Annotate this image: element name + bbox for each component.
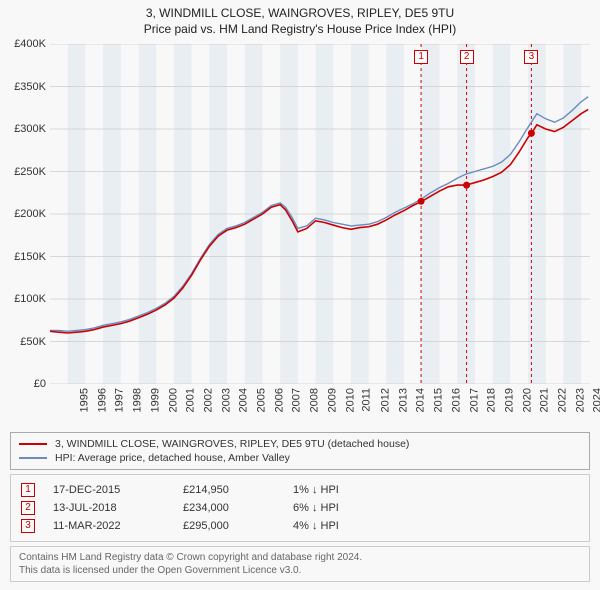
sale-date: 13-JUL-2018: [53, 502, 183, 514]
y-tick-label: £0: [2, 378, 46, 390]
x-tick-label: 2005: [256, 388, 268, 412]
sale-num-box: 1: [21, 483, 35, 497]
x-tick-label: 2002: [202, 388, 214, 412]
footer-line-2: This data is licensed under the Open Gov…: [19, 564, 581, 577]
sale-price: £295,000: [183, 520, 293, 532]
sale-pct: 4% ↓ HPI: [293, 520, 339, 532]
chart-title-2: Price paid vs. HM Land Registry's House …: [0, 20, 600, 36]
x-tick-label: 2024: [592, 388, 600, 412]
y-tick-label: £250K: [2, 166, 46, 178]
x-tick-label: 2017: [468, 388, 480, 412]
x-tick-label: 2022: [557, 388, 569, 412]
y-tick-label: £350K: [2, 81, 46, 93]
chart-area: 3, WINDMILL CLOSE, WAINGROVES, RIPLEY, D…: [0, 0, 600, 428]
y-tick-label: £50K: [2, 336, 46, 348]
x-tick-label: 2001: [185, 388, 197, 412]
sale-row: 1 17-DEC-2015£214,9501% ↓ HPI: [21, 481, 579, 499]
legend-row: HPI: Average price, detached house, Ambe…: [19, 451, 581, 465]
x-tick-label: 2007: [291, 388, 303, 412]
plot-region: [50, 44, 590, 384]
x-tick-label: 1998: [132, 388, 144, 412]
x-tick-label: 2010: [344, 388, 356, 412]
x-tick-label: 2019: [503, 388, 515, 412]
x-tick-label: 2014: [415, 388, 427, 412]
sale-pct: 6% ↓ HPI: [293, 502, 339, 514]
legend-row: 3, WINDMILL CLOSE, WAINGROVES, RIPLEY, D…: [19, 437, 581, 451]
x-tick-label: 2023: [574, 388, 586, 412]
y-tick-label: £300K: [2, 123, 46, 135]
x-tick-label: 1996: [96, 388, 108, 412]
sale-price: £214,950: [183, 484, 293, 496]
x-tick-label: 2009: [326, 388, 338, 412]
y-tick-label: £100K: [2, 293, 46, 305]
sale-date: 17-DEC-2015: [53, 484, 183, 496]
x-tick-label: 1997: [114, 388, 126, 412]
legend-panel: 3, WINDMILL CLOSE, WAINGROVES, RIPLEY, D…: [10, 432, 590, 470]
x-tick-label: 2015: [433, 388, 445, 412]
sale-date: 11-MAR-2022: [53, 520, 183, 532]
chart-title-1: 3, WINDMILL CLOSE, WAINGROVES, RIPLEY, D…: [0, 0, 600, 20]
sale-num-box: 3: [21, 519, 35, 533]
x-tick-label: 2000: [167, 388, 179, 412]
y-tick-label: £150K: [2, 251, 46, 263]
x-tick-label: 2013: [397, 388, 409, 412]
sale-row: 2 13-JUL-2018£234,0006% ↓ HPI: [21, 499, 579, 517]
x-tick-label: 2016: [450, 388, 462, 412]
x-tick-label: 2003: [220, 388, 232, 412]
y-tick-label: £400K: [2, 38, 46, 50]
sale-pct: 1% ↓ HPI: [293, 484, 339, 496]
legend-label: HPI: Average price, detached house, Ambe…: [55, 452, 290, 464]
x-tick-label: 1995: [78, 388, 90, 412]
x-tick-label: 2004: [238, 388, 250, 412]
sale-marker-box: 2: [460, 50, 474, 64]
sales-panel: 1 17-DEC-2015£214,9501% ↓ HPI 2 13-JUL-2018…: [10, 474, 590, 542]
x-tick-label: 2011: [361, 388, 373, 412]
sale-row: 3 11-MAR-2022£295,0004% ↓ HPI: [21, 517, 579, 535]
sale-price: £234,000: [183, 502, 293, 514]
legend-swatch: [19, 443, 47, 445]
x-tick-label: 2008: [309, 388, 321, 412]
footer-panel: Contains HM Land Registry data © Crown c…: [10, 546, 590, 582]
sale-marker-box: 3: [524, 50, 538, 64]
x-tick-label: 2018: [486, 388, 498, 412]
sale-num-box: 2: [21, 501, 35, 515]
footer-line-1: Contains HM Land Registry data © Crown c…: [19, 551, 581, 564]
sale-marker-box: 1: [414, 50, 428, 64]
x-tick-label: 1999: [149, 388, 161, 412]
legend-label: 3, WINDMILL CLOSE, WAINGROVES, RIPLEY, D…: [55, 438, 409, 450]
x-tick-label: 2012: [379, 388, 391, 412]
x-tick-label: 2006: [273, 388, 285, 412]
y-tick-label: £200K: [2, 208, 46, 220]
x-tick-label: 2021: [539, 388, 551, 412]
legend-swatch: [19, 457, 47, 459]
x-tick-label: 2020: [521, 388, 533, 412]
